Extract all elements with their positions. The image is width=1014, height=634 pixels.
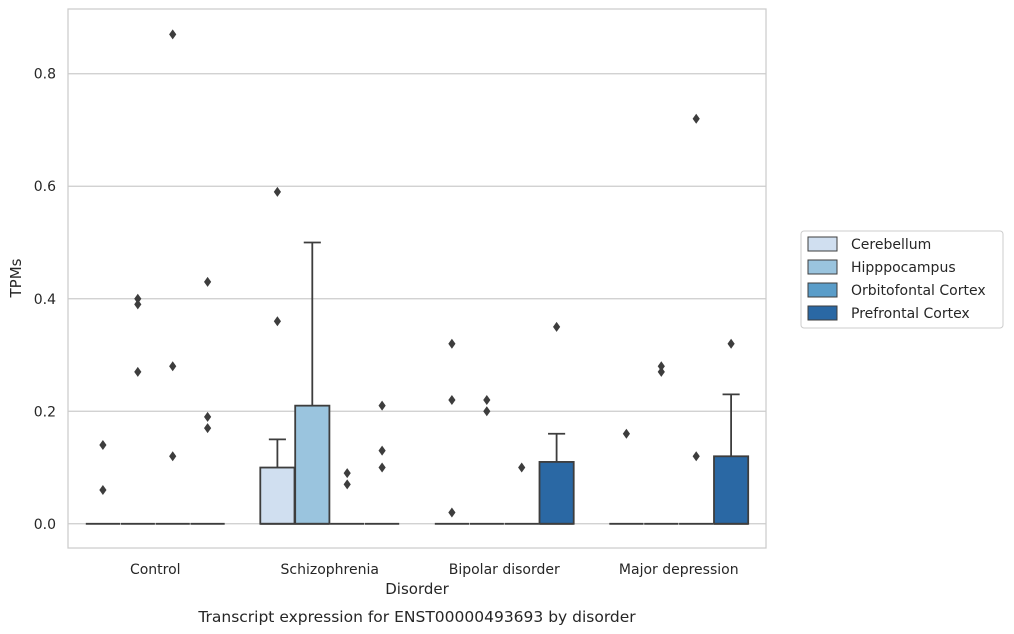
y-tick-label: 0.6 bbox=[34, 179, 56, 195]
box-body bbox=[294, 404, 331, 525]
outlier-point bbox=[273, 316, 281, 327]
legend-swatch bbox=[807, 236, 838, 252]
box-0-1 bbox=[259, 438, 296, 525]
box-body bbox=[538, 461, 575, 525]
outlier-point bbox=[99, 485, 107, 496]
x-tick-label: Bipolar disorder bbox=[449, 562, 560, 578]
outlier-point bbox=[204, 423, 212, 434]
legend: Cerebellum Hipppocampus Orbitofontal Corte… bbox=[800, 230, 1004, 329]
x-tick-label: Control bbox=[130, 562, 181, 578]
outlier-point bbox=[483, 395, 491, 406]
outlier-point bbox=[273, 186, 281, 197]
outlier-point bbox=[169, 451, 177, 462]
legend-swatch bbox=[807, 282, 838, 298]
outlier-point bbox=[169, 29, 177, 40]
x-tick-label: Schizophrenia bbox=[281, 562, 379, 578]
x-tick-label: Major depression bbox=[619, 562, 739, 578]
chart-caption: Transcript expression for ENST0000049369… bbox=[197, 608, 636, 626]
y-tick-label: 0.0 bbox=[34, 517, 56, 533]
box-body bbox=[713, 455, 750, 525]
outlier-points bbox=[99, 29, 735, 518]
outlier-point bbox=[99, 440, 107, 451]
plot-frame bbox=[67, 8, 767, 549]
y-tick-label: 0.4 bbox=[34, 292, 56, 308]
outlier-point bbox=[692, 113, 700, 124]
box-3-3 bbox=[713, 393, 750, 525]
outlier-point bbox=[169, 361, 177, 372]
outlier-point bbox=[343, 479, 351, 490]
outlier-point bbox=[134, 293, 142, 304]
y-axis-ticks: 0.0 0.2 0.4 0.6 0.8 bbox=[34, 67, 56, 533]
outlier-point bbox=[134, 299, 142, 310]
y-tick-label: 0.2 bbox=[34, 404, 56, 420]
box-body bbox=[259, 466, 296, 525]
box-plots bbox=[85, 241, 750, 525]
outlier-point bbox=[204, 276, 212, 287]
legend-label: Orbitofontal Cortex bbox=[851, 283, 986, 299]
outlier-point bbox=[727, 338, 735, 349]
x-axis-ticks: Control Schizophrenia Bipolar disorder Majo… bbox=[130, 562, 739, 578]
y-tick-label: 0.8 bbox=[34, 67, 56, 83]
y-axis-label: TPMs bbox=[7, 258, 25, 298]
outlier-point bbox=[378, 400, 386, 411]
outlier-point bbox=[378, 445, 386, 456]
legend-swatch bbox=[807, 259, 838, 275]
legend-label: Cerebellum bbox=[851, 237, 931, 253]
outlier-point bbox=[204, 411, 212, 422]
outlier-point bbox=[448, 338, 456, 349]
outlier-point bbox=[343, 468, 351, 479]
legend-label: Hipppocampus bbox=[851, 260, 956, 276]
outlier-point bbox=[657, 366, 665, 377]
outlier-point bbox=[448, 507, 456, 518]
legend-swatch bbox=[807, 305, 838, 321]
outlier-point bbox=[448, 395, 456, 406]
legend-label: Prefrontal Cortex bbox=[851, 306, 970, 322]
box-3-2 bbox=[538, 432, 575, 525]
outlier-point bbox=[378, 462, 386, 473]
outlier-point bbox=[553, 321, 561, 332]
outlier-point bbox=[134, 366, 142, 377]
outlier-point bbox=[657, 361, 665, 372]
box-1-1 bbox=[294, 241, 331, 525]
outlier-point bbox=[622, 428, 630, 439]
outlier-point bbox=[518, 462, 526, 473]
legend-frame bbox=[800, 230, 1004, 329]
outlier-point bbox=[692, 451, 700, 462]
outlier-point bbox=[483, 406, 491, 417]
x-axis-label: Disorder bbox=[385, 580, 449, 598]
